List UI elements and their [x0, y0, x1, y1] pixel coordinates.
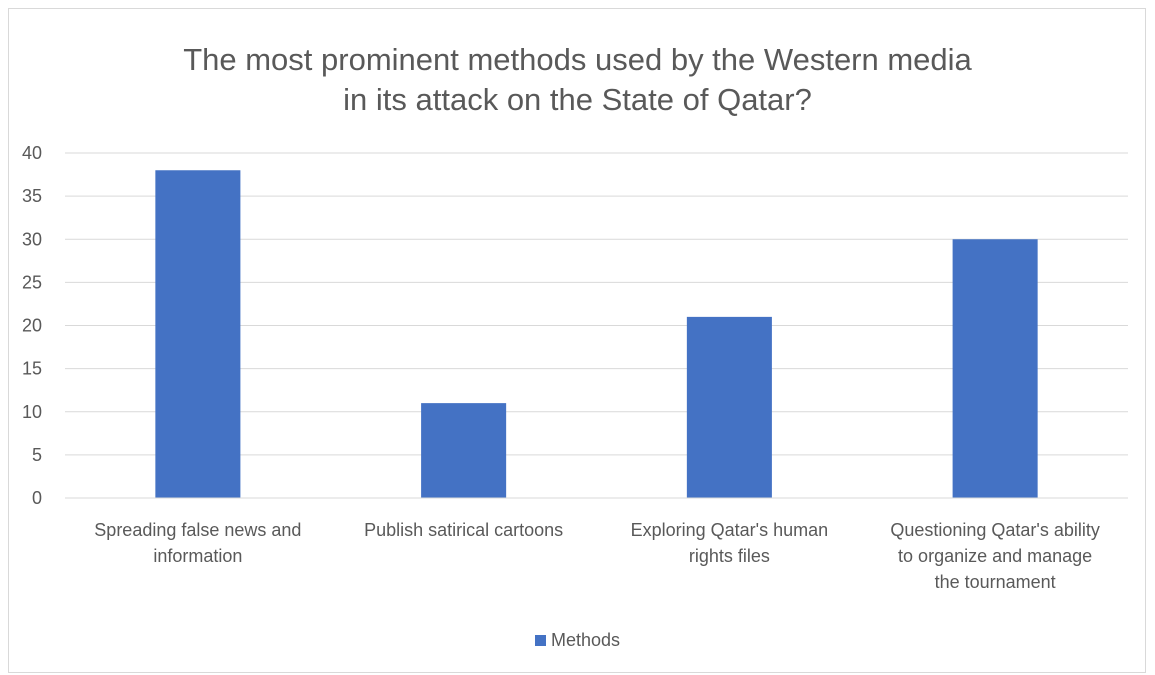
y-tick-label-40: 40: [22, 143, 42, 163]
y-tick-label-35: 35: [22, 186, 42, 206]
bar-4: [952, 239, 1038, 498]
x-category-label-4-line-1: Questioning Qatar's ability: [890, 520, 1100, 540]
x-category-label-3-line-2: rights files: [689, 546, 770, 566]
y-tick-label-20: 20: [22, 316, 42, 336]
x-category-label-1-line-1: Spreading false news and: [94, 520, 301, 540]
bar-2: [421, 403, 507, 498]
y-tick-label-15: 15: [22, 359, 42, 379]
legend: Methods: [0, 630, 1155, 651]
x-category-label-2-line-1: Publish satirical cartoons: [364, 520, 563, 540]
bar-1: [155, 170, 241, 498]
bar-3: [686, 316, 772, 498]
chart-title-line-2: in its attack on the State of Qatar?: [343, 82, 812, 117]
legend-label-methods: Methods: [550, 630, 621, 650]
x-category-label-3-line-1: Exploring Qatar's human: [631, 520, 829, 540]
y-tick-label-30: 30: [22, 229, 42, 249]
x-category-label-4-line-2: to organize and manage: [898, 546, 1092, 566]
x-category-label-4-line-3: the tournament: [935, 572, 1056, 592]
y-tick-label-0: 0: [32, 488, 42, 508]
chart-title-line-1: The most prominent methods used by the W…: [183, 42, 972, 77]
y-tick-label-10: 10: [22, 402, 42, 422]
legend-swatch-methods: [534, 634, 546, 646]
chart-title: The most prominent methods used by the W…: [0, 40, 1155, 120]
y-tick-label-25: 25: [22, 272, 42, 292]
x-category-label-1-line-2: information: [153, 546, 242, 566]
y-tick-label-5: 5: [32, 445, 42, 465]
